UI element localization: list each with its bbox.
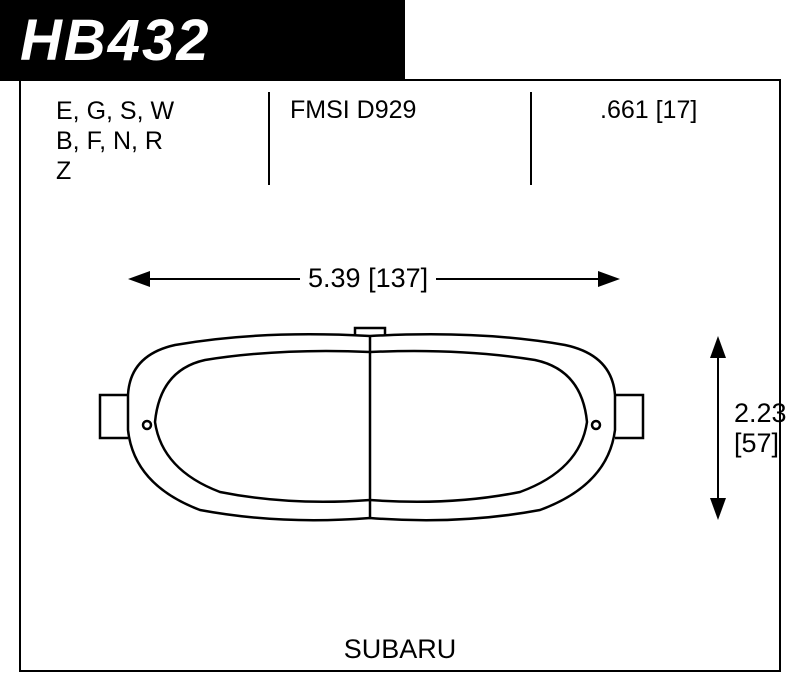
width-mm: [137] [368, 263, 428, 293]
brake-pad-outline [100, 328, 643, 520]
width-inches: 5.39 [308, 263, 361, 293]
width-dimension-label: 5.39 [137] [300, 263, 436, 294]
height-dimension-label: 2.23 [57] [734, 398, 787, 458]
brand-label: SUBARU [0, 634, 800, 665]
height-mm: [57] [734, 428, 787, 458]
width-dimension-arrow [0, 0, 800, 691]
height-inches: 2.23 [734, 398, 787, 428]
